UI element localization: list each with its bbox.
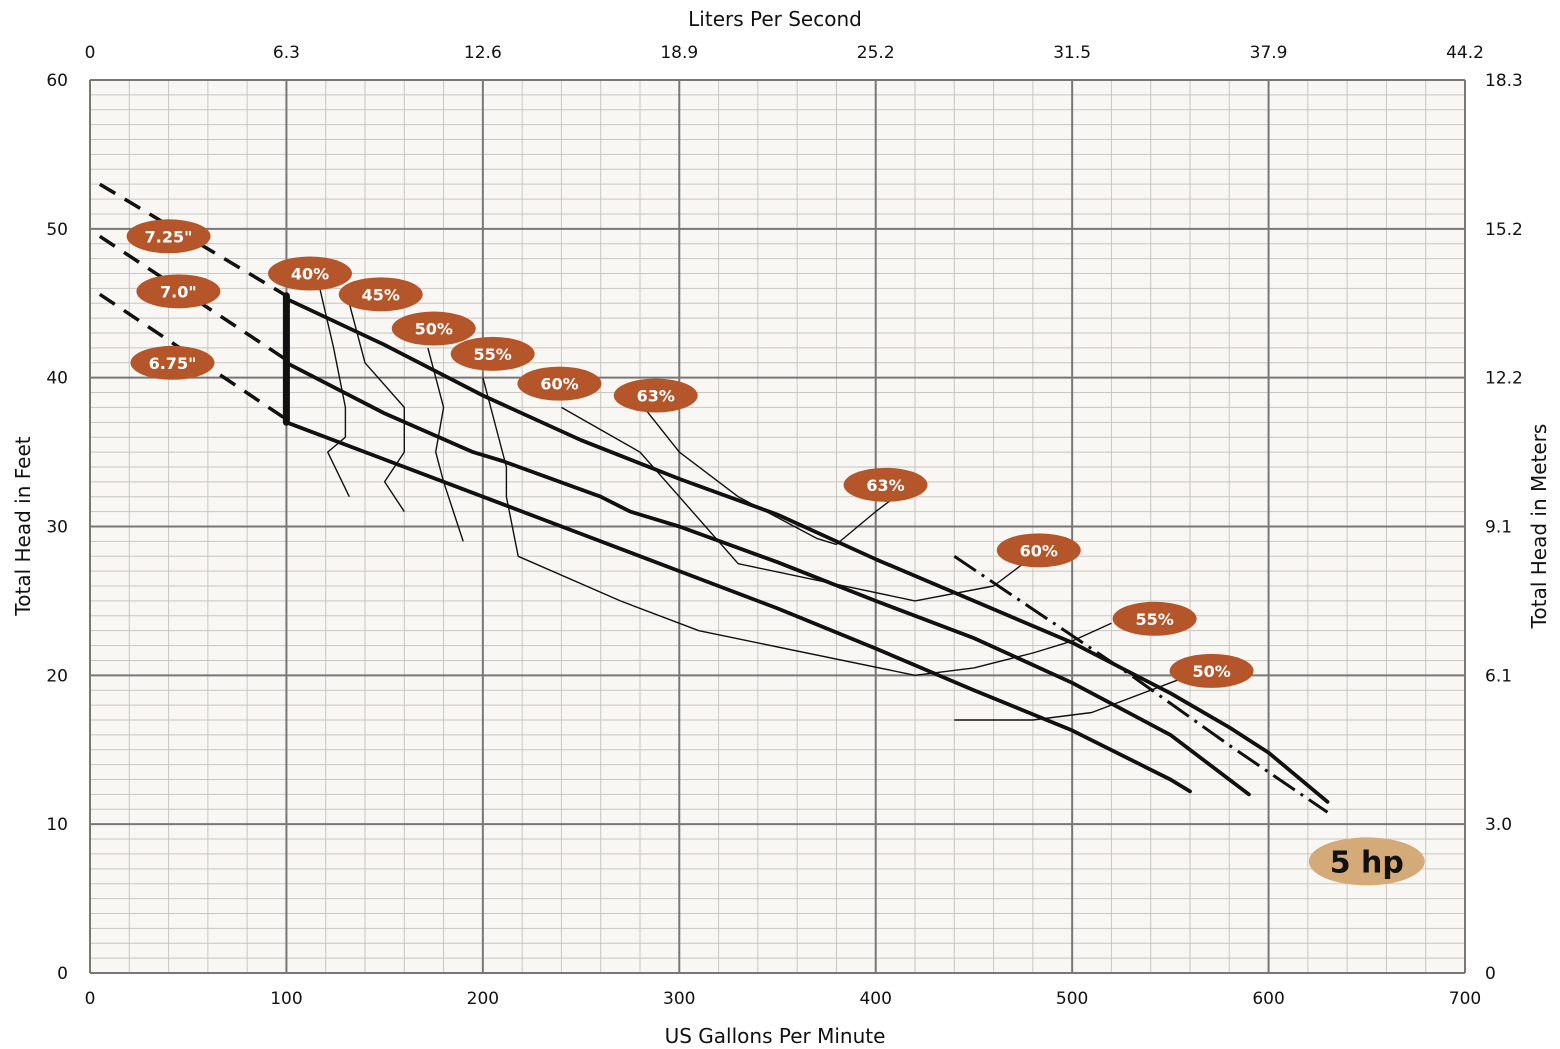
- y2-tick-label: 9.1: [1485, 518, 1512, 538]
- x-tick-label: 0: [85, 989, 96, 1009]
- x2-tick-label: 18.9: [660, 43, 698, 63]
- badge-label: 45%: [362, 285, 400, 304]
- x2-tick-label: 12.6: [464, 43, 502, 63]
- badge-label: 63%: [637, 387, 675, 406]
- efficiency-curves: [319, 288, 1210, 721]
- efficiency-curve: [348, 303, 405, 512]
- y-tick-label: 20: [46, 666, 68, 686]
- badge-label: 63%: [866, 476, 904, 495]
- x-axis-bottom: 0 100 200 300 400 500 600 700: [85, 989, 1482, 1009]
- y2-tick-label: 0: [1485, 964, 1496, 984]
- x-tick-label: 400: [859, 989, 891, 1009]
- efficiency-curve: [643, 406, 896, 546]
- x2-tick-label: 0: [85, 43, 96, 63]
- impeller-curve: [284, 296, 1330, 804]
- badge-bg: [338, 277, 423, 312]
- horsepower-curve: [953, 555, 1329, 814]
- efficiency-curve: [482, 377, 1112, 676]
- badge-label: 7.0": [160, 282, 197, 301]
- hp-badge-label: 5 hp: [1330, 845, 1404, 880]
- impeller-curve: [284, 360, 1251, 797]
- y2-tick-label: 15.2: [1485, 220, 1523, 240]
- x2-tick-label: 25.2: [857, 43, 895, 63]
- y-tick-label: 50: [46, 220, 68, 240]
- x-axis-title: US Gallons Per Minute: [665, 1024, 886, 1048]
- badge-label: 50%: [1192, 662, 1230, 681]
- x2-tick-label: 44.2: [1446, 43, 1484, 63]
- badge-bg: [613, 378, 698, 413]
- impeller-curve-dashed: [98, 292, 288, 421]
- badge-label: 50%: [415, 320, 453, 339]
- annotation-badges: 7.25" 7.0" 6.75" 40% 45% 50% 55% 60% 63% 63% 60% 55…: [126, 219, 1425, 886]
- y-axis-title: Total Head in Feet: [11, 436, 35, 616]
- impeller-curve: [284, 420, 1192, 794]
- y2-tick-label: 12.2: [1485, 369, 1523, 389]
- y-tick-label: 60: [46, 71, 68, 91]
- x2-tick-label: 6.3: [273, 43, 300, 63]
- efficiency-curve: [561, 406, 1034, 602]
- y2-tick-label: 18.3: [1485, 71, 1523, 91]
- badge-bg: [130, 345, 215, 380]
- badge-label: 40%: [291, 264, 329, 283]
- x-tick-label: 300: [663, 989, 695, 1009]
- badge-label: 7.25": [145, 227, 193, 246]
- x-tick-label: 100: [270, 989, 302, 1009]
- badge-label: 60%: [540, 375, 578, 394]
- x-tick-label: 700: [1449, 989, 1481, 1009]
- x2-tick-label: 37.9: [1250, 43, 1288, 63]
- y-tick-label: 30: [46, 518, 68, 538]
- x-tick-label: 500: [1056, 989, 1088, 1009]
- badge-bg: [268, 256, 352, 291]
- x2-tick-label: 31.5: [1053, 43, 1091, 63]
- badge-bg: [843, 467, 928, 502]
- impeller-curve-dashed: [98, 182, 288, 298]
- y-tick-label: 0: [57, 964, 68, 984]
- y2-axis-title: Total Head in Meters: [1527, 424, 1551, 630]
- badge-bg: [136, 274, 221, 309]
- badge-label: 55%: [1135, 610, 1173, 629]
- badge-label: 55%: [474, 345, 512, 364]
- badge-bg: [450, 336, 535, 371]
- y-tick-label: 10: [46, 815, 68, 835]
- badge-bg: [1112, 601, 1197, 636]
- y-axis-right: 0 3.0 6.1 9.1 12.2 15.2 18.3: [1485, 71, 1523, 984]
- x-axis-top: 0 6.3 12.6 18.9 25.2 31.5 37.9 44.2: [85, 43, 1484, 63]
- x2-axis-title: Liters Per Second: [688, 7, 862, 31]
- badge-bg: [1169, 653, 1254, 688]
- x-tick-label: 200: [467, 989, 499, 1009]
- y2-tick-label: 3.0: [1485, 815, 1512, 835]
- horsepower-limit-curve: [953, 555, 1329, 814]
- badge-label: 60%: [1020, 541, 1058, 560]
- y-tick-label: 40: [46, 369, 68, 389]
- badge-bg: [517, 366, 602, 401]
- grid: [89, 79, 1466, 974]
- impeller-curve-dashed: [98, 234, 288, 362]
- badge-bg: [391, 311, 476, 346]
- y2-tick-label: 6.1: [1485, 666, 1512, 686]
- badge-bg: [996, 533, 1081, 568]
- efficiency-curve: [427, 347, 464, 542]
- impeller-curves: [98, 182, 1330, 804]
- y-axis-left: 0 10 20 30 40 50 60: [46, 71, 68, 984]
- badge-bg: [126, 219, 211, 254]
- hp-badge-bg: [1308, 837, 1425, 886]
- efficiency-curve: [319, 288, 350, 498]
- x-tick-label: 600: [1252, 989, 1284, 1009]
- badge-label: 6.75": [149, 354, 197, 373]
